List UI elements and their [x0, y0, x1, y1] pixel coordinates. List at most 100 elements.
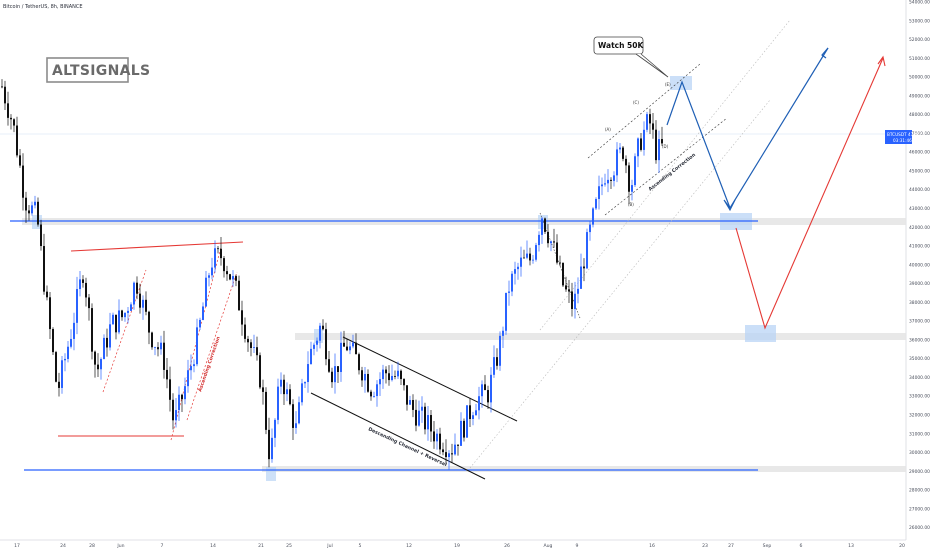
candle-body: [589, 224, 591, 233]
candle-body: [610, 179, 612, 181]
candle-body: [58, 381, 60, 388]
candle-body: [580, 266, 582, 289]
highlight-box-50k: [670, 76, 692, 90]
candle-body: [148, 311, 150, 333]
candle-body: [142, 299, 144, 308]
candle-body: [595, 198, 597, 209]
candle-body: [139, 293, 141, 308]
candle-body: [382, 369, 384, 380]
candle-body: [643, 129, 645, 150]
highlight-box-target-low: [745, 325, 776, 342]
time-tick-label: 25: [286, 543, 292, 549]
candle-body: [493, 357, 495, 375]
candle-body: [109, 324, 111, 348]
candle-body: [190, 366, 192, 371]
candle-body: [154, 347, 156, 348]
candle-body: [553, 241, 555, 243]
candle-body: [424, 406, 426, 430]
candle-body: [34, 201, 36, 206]
altsignals-logo: ALTSIGNALS: [46, 57, 150, 83]
candle-body: [61, 360, 63, 388]
candle-body: [622, 147, 624, 159]
candle-body: [277, 386, 279, 420]
callout-box: [593, 36, 644, 55]
candle-body: [298, 402, 300, 424]
candle-body: [538, 234, 540, 246]
candle-body: [571, 291, 573, 309]
candle-body: [439, 433, 441, 450]
candle-body: [16, 125, 18, 156]
candle-body: [577, 288, 579, 294]
candle-body: [232, 276, 234, 280]
candle-body: [451, 453, 453, 455]
time-tick-label: Jul: [326, 543, 333, 549]
candle-body: [568, 289, 570, 292]
ascending-dotted-1: [102, 269, 147, 393]
candle-body: [514, 269, 516, 274]
price-tick-label: 31000.00: [909, 431, 930, 437]
candle-body: [400, 370, 402, 380]
candle-body: [535, 245, 537, 260]
price-tick-label: 51000.00: [909, 56, 930, 62]
candle-body: [613, 175, 615, 181]
time-tick-label: Aug: [544, 543, 553, 549]
candle-body: [145, 299, 147, 312]
zone-36600: [295, 333, 906, 340]
candle-body: [253, 347, 255, 348]
candle-body: [334, 366, 336, 383]
candle-body: [271, 437, 273, 460]
candle-body: [121, 310, 123, 318]
candle-body: [67, 346, 69, 359]
candle-body: [313, 344, 315, 349]
candle-body: [490, 374, 492, 403]
candle-body: [118, 310, 120, 333]
candle-body: [397, 370, 399, 377]
candle-body: [283, 379, 285, 395]
candle-body: [40, 224, 42, 247]
candle-body: [634, 156, 636, 186]
candle-body: [322, 325, 324, 330]
price-label-symbol-price: BTCUSDT 47083.75: [887, 132, 928, 137]
wave-label-e: (E): [665, 82, 671, 87]
candle-body: [250, 342, 252, 348]
candle-body: [346, 346, 348, 351]
candle-body: [7, 103, 9, 118]
price-tick-label: 46000.00: [909, 150, 930, 156]
candle-body: [124, 312, 126, 318]
time-axis: 17 24 28 Jun 7 14 21 25 Jul 5 12 19 26 Aug 9 16 23 27 Sep 6…: [14, 543, 905, 549]
candle-body: [649, 114, 651, 124]
candle-body: [436, 433, 438, 442]
candle-body: [187, 370, 189, 387]
candle-body: [211, 267, 213, 276]
candle-body: [556, 242, 558, 263]
candle-body: [259, 355, 261, 388]
blue-projection-path: [666, 47, 829, 210]
candle-body: [133, 282, 135, 305]
candle-body: [184, 386, 186, 400]
price-tick-label: 52000.00: [909, 37, 930, 43]
candle-body: [631, 185, 633, 192]
candle-body: [406, 385, 408, 405]
candle-body: [292, 404, 294, 428]
price-tick-label: 33000.00: [909, 394, 930, 400]
price-label-countdown: 03:31:46: [893, 138, 912, 143]
candle-body: [127, 310, 129, 313]
candle-body: [379, 379, 381, 385]
time-tick-label: Sep: [763, 543, 772, 549]
candle-body: [466, 405, 468, 438]
candle-body: [166, 369, 168, 380]
candle-body: [52, 329, 54, 353]
candle-body: [367, 373, 369, 392]
candle-body: [433, 431, 435, 442]
price-tick-label: 39000.00: [909, 281, 930, 287]
candle-body: [13, 119, 15, 126]
candle-body: [31, 205, 33, 214]
candle-body: [454, 444, 456, 455]
watch-50k-callout: Watch 50K: [593, 36, 669, 78]
candle-body: [364, 373, 366, 381]
candle-body: [520, 257, 522, 267]
price-tick-label: 44000.00: [909, 187, 930, 193]
candle-body: [94, 351, 96, 365]
